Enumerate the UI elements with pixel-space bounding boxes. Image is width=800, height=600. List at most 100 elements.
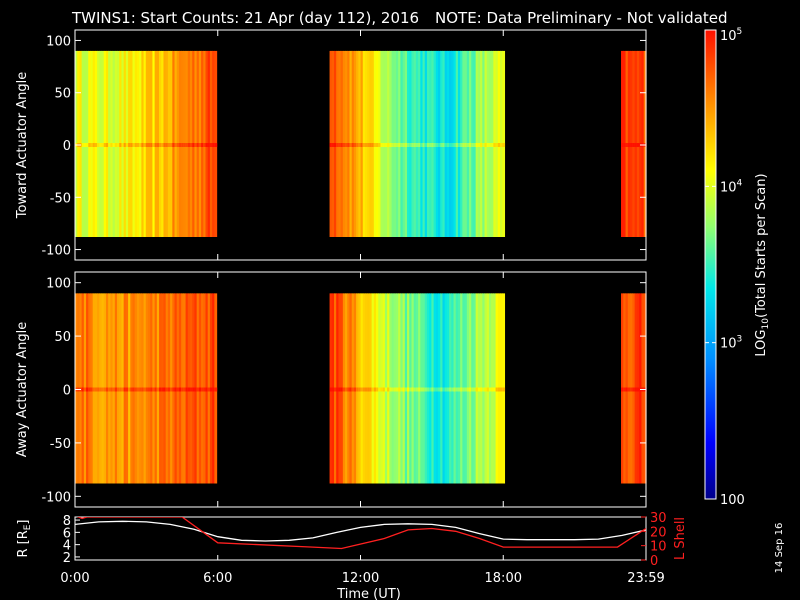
away-zero-angle-band [172,387,176,392]
away-zero-angle-band [159,387,162,392]
toward-zero-angle-band [440,143,444,147]
toward-zero-angle-band [491,143,494,147]
toward-zero-angle-band [382,143,386,147]
away-zero-angle-band [358,387,362,392]
toward-zero-angle-band [194,143,198,147]
away-zero-angle-band [130,387,134,392]
toward-zero-angle-band [409,143,413,147]
toward-zero-angle-band [634,143,638,147]
away-zero-angle-band [125,387,129,392]
toward-angle-panel: 100 50 0 -50 -100 Toward Actuator Angle [15,29,647,261]
x-tick-label: 12:00 [342,571,379,586]
away-zero-angle-band [185,387,189,392]
x-tick-label: 0:00 [60,571,89,586]
away-zero-angle-band [497,387,501,392]
away-zero-angle-band [632,387,636,392]
toward-zero-angle-band [114,143,118,147]
toward-zero-angle-band [469,143,472,147]
away-zero-angle-band [105,387,109,392]
l-shell-tick-label: 0 [650,554,658,569]
away-zero-angle-band [90,387,94,392]
x-tick-label: 6:00 [203,571,232,586]
away-zero-angle-band [161,387,165,392]
y-tick-label: 100 [46,277,71,292]
y-tick-label: 0 [63,384,71,399]
away-zero-angle-band [402,387,406,392]
toward-zero-angle-band [212,143,215,147]
toward-zero-angle-band [623,143,627,147]
preliminary-note: NOTE: Data Preliminary - Not validated [435,9,728,27]
toward-zero-angle-band [360,143,364,147]
colorbar-tick-label: 105 [720,27,742,44]
away-zero-angle-band [119,387,123,392]
away-zero-angle-band [190,387,193,392]
toward-zero-angle-band [453,143,457,147]
away-zero-angle-band [482,387,486,392]
away-zero-angle-band [196,387,200,392]
away-zero-angle-band [187,387,191,392]
toward-zero-angle-band [81,143,85,147]
toward-zero-angle-band [119,143,123,147]
away-zero-angle-band [136,387,140,392]
away-zero-angle-band [141,387,145,392]
toward-zero-angle-band [136,143,140,147]
toward-zero-angle-band [147,143,151,147]
toward-zero-angle-band [201,143,204,147]
away-zero-angle-band [176,387,180,392]
toward-zero-angle-band [92,143,96,147]
away-zero-angle-band [420,387,424,392]
toward-zero-angle-band [442,143,446,147]
toward-zero-angle-band [152,143,156,147]
toward-zero-angle-band [495,143,499,147]
colorbar-tick-label: 103 [720,335,742,352]
away-zero-angle-band [623,387,627,392]
toward-zero-angle-band [627,143,631,147]
away-zero-angle-band [338,387,342,392]
away-zero-angle-band [86,387,89,392]
toward-zero-angle-band [488,143,492,147]
toward-zero-angle-band [413,143,417,147]
away-zero-angle-band [431,387,435,392]
l-shell-axis-label: L Shell [673,517,688,560]
toward-zero-angle-band [128,143,131,147]
toward-zero-angle-band [418,143,421,147]
away-zero-angle-band [192,387,196,392]
toward-zero-angle-band [132,143,136,147]
away-zero-angle-band [400,387,404,392]
away-zero-angle-band [181,387,184,392]
generation-date-stamp: 14 Sep 16 [774,523,785,574]
away-zero-angle-band [336,387,340,392]
away-zero-angle-band [391,387,395,392]
away-zero-angle-band [92,387,96,392]
toward-zero-angle-band [190,143,193,147]
away-zero-angle-band [150,387,154,392]
toward-zero-angle-band [156,143,160,147]
toward-zero-angle-band [88,143,92,147]
x-tick-label: 23:59 [627,571,664,586]
away-zero-angle-band [112,387,116,392]
away-zero-angle-band [214,387,218,392]
away-zero-angle-band [88,387,92,392]
toward-zero-angle-band [373,143,377,147]
away-zero-angle-band [139,387,142,392]
away-zero-angle-band [353,387,357,392]
colorbar-label: LOG10(Total Starts per Scan) [754,173,771,356]
toward-zero-angle-band [497,143,501,147]
away-zero-angle-band [378,387,382,392]
toward-zero-angle-band [203,143,207,147]
away-zero-angle-band [444,387,448,392]
toward-zero-angle-band [97,143,100,147]
away-zero-angle-band [409,387,413,392]
y-tick-label: 50 [54,87,71,102]
away-zero-angle-band [360,387,364,392]
away-zero-angle-band [433,387,437,392]
away-zero-angle-band [407,387,410,392]
toward-zero-angle-band [331,143,335,147]
away-zero-angle-band [491,387,494,392]
away-zero-angle-band [488,387,492,392]
away-zero-angle-band [110,387,114,392]
toward-zero-angle-band [464,143,468,147]
toward-zero-angle-band [438,143,441,147]
toward-zero-angle-band [444,143,448,147]
